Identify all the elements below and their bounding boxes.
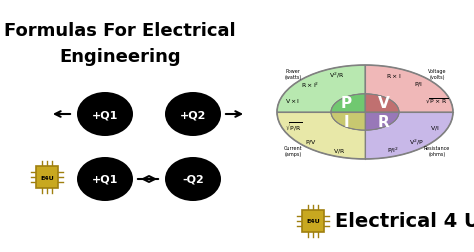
Text: Engineering: Engineering	[59, 48, 181, 66]
FancyBboxPatch shape	[36, 166, 58, 188]
Polygon shape	[277, 66, 365, 113]
Text: Resistance
(ohms): Resistance (ohms)	[424, 145, 450, 156]
FancyBboxPatch shape	[302, 210, 324, 232]
Text: $\mathregular{V^2/R}$: $\mathregular{V^2/R}$	[329, 71, 344, 80]
Text: P: P	[341, 95, 352, 110]
Text: I: I	[344, 115, 349, 130]
Text: $\mathregular{\sqrt{P \times R}}$: $\mathregular{\sqrt{P \times R}}$	[425, 96, 448, 105]
Polygon shape	[277, 113, 365, 159]
Text: +Q2: +Q2	[180, 110, 206, 119]
Ellipse shape	[77, 93, 133, 137]
Text: $\mathregular{V/R}$: $\mathregular{V/R}$	[333, 146, 345, 154]
Text: +Q1: +Q1	[92, 110, 118, 119]
Polygon shape	[331, 113, 365, 131]
Text: R: R	[378, 115, 390, 130]
Text: $\mathregular{V/I}$: $\mathregular{V/I}$	[430, 124, 440, 132]
Text: $\mathregular{P/I^2}$: $\mathregular{P/I^2}$	[387, 145, 400, 154]
Polygon shape	[365, 113, 399, 131]
Text: Current
(amps): Current (amps)	[283, 145, 302, 156]
Text: $\mathregular{R \times I^2}$: $\mathregular{R \times I^2}$	[301, 80, 319, 90]
Text: V: V	[378, 95, 390, 110]
Text: Power
(watts): Power (watts)	[284, 69, 301, 80]
Text: $\mathregular{\sqrt{P/R}}$: $\mathregular{\sqrt{P/R}}$	[285, 120, 303, 133]
Polygon shape	[365, 113, 453, 159]
Text: E4U: E4U	[306, 219, 320, 224]
Text: $\mathregular{R \times I}$: $\mathregular{R \times I}$	[386, 71, 401, 79]
Polygon shape	[365, 94, 399, 113]
Polygon shape	[365, 66, 453, 113]
Text: Electrical 4 U: Electrical 4 U	[335, 212, 474, 231]
Text: $\mathregular{V \times I}$: $\mathregular{V \times I}$	[285, 97, 300, 105]
Ellipse shape	[77, 158, 133, 201]
Polygon shape	[331, 94, 365, 113]
Ellipse shape	[165, 93, 221, 137]
Text: +Q1: +Q1	[92, 174, 118, 184]
Text: Voltage
(volts): Voltage (volts)	[428, 69, 447, 80]
Text: E4U: E4U	[40, 175, 54, 180]
Text: $\mathregular{V^2/P}$: $\mathregular{V^2/P}$	[409, 137, 424, 147]
Text: Formulas For Electrical: Formulas For Electrical	[4, 22, 236, 40]
Text: -Q2: -Q2	[182, 174, 204, 184]
Text: $\mathregular{P/V}$: $\mathregular{P/V}$	[305, 137, 318, 145]
Ellipse shape	[165, 158, 221, 201]
Text: $\mathregular{P/I}$: $\mathregular{P/I}$	[414, 80, 423, 88]
